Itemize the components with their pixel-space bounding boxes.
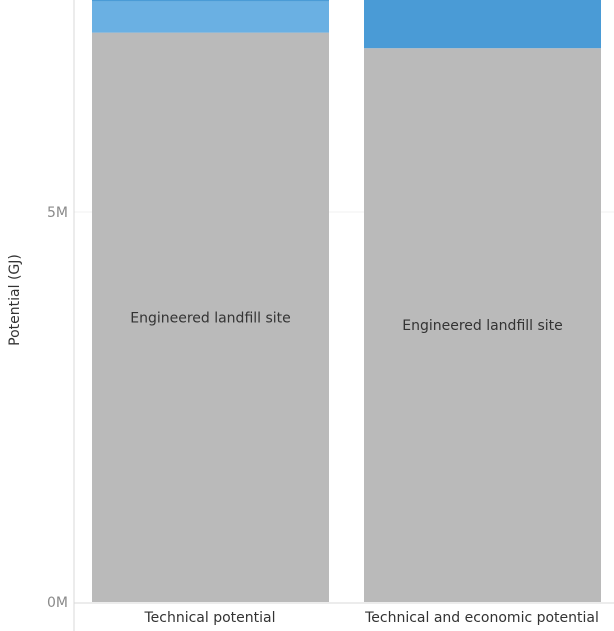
x-tick-label: Technical potential <box>143 610 275 626</box>
segment-label: Engineered landfill site <box>130 310 291 326</box>
y-tick-label: 5M <box>47 205 68 221</box>
bars <box>92 0 601 603</box>
bar-segment <box>92 0 329 2</box>
x-tick-label: Technical and economic potential <box>364 610 599 626</box>
axes: 0M5M10M15M20M25M30M35MPotential (GJ)Tech… <box>7 0 614 631</box>
bar-segment <box>364 48 601 602</box>
bar-segment <box>92 1 329 33</box>
y-axis-title: Potential (GJ) <box>7 254 23 346</box>
segment-label: Engineered landfill site <box>402 318 563 334</box>
y-tick-label: 0M <box>47 595 68 611</box>
bar-segment <box>92 32 329 603</box>
bar-segment <box>364 0 601 49</box>
labels: Engineered landfill siteResidual agri-fo… <box>130 310 563 334</box>
